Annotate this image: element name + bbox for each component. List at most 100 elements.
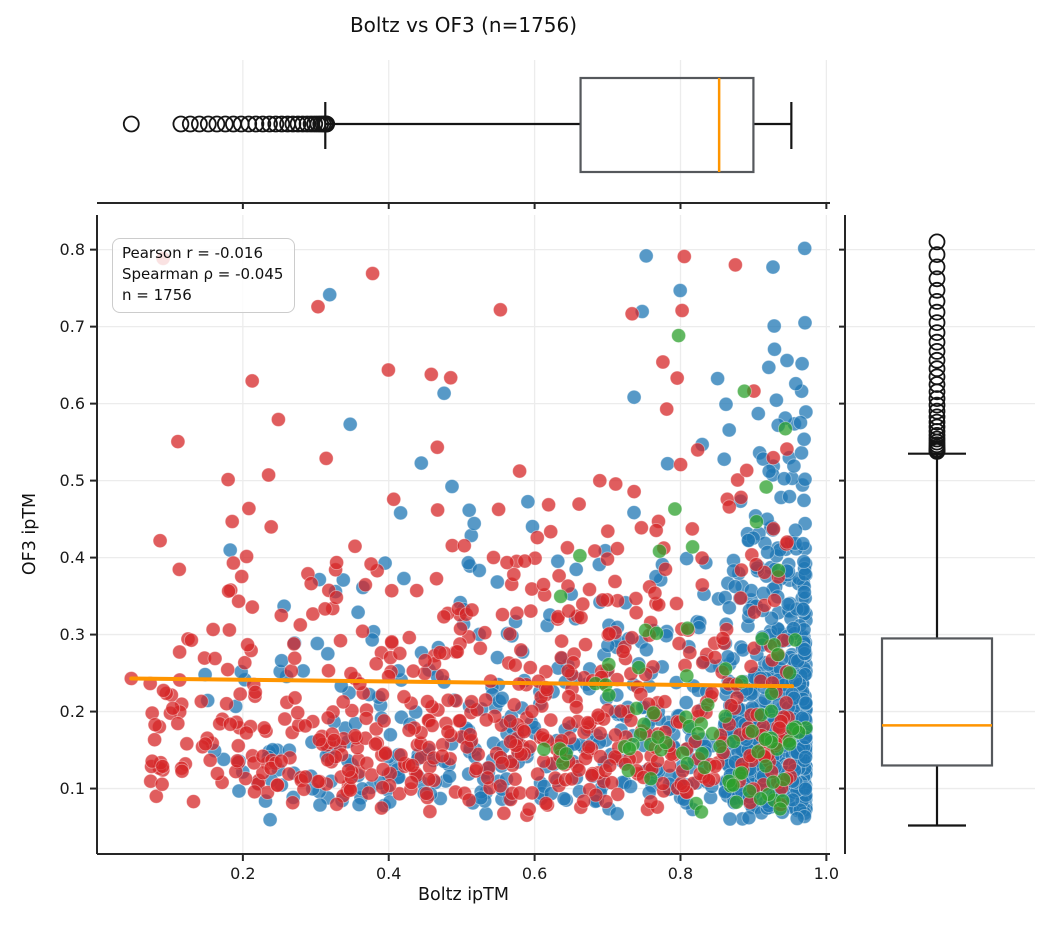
boxplot-x-outlier <box>172 115 190 133</box>
scatter-point <box>436 609 452 625</box>
scatter-point <box>238 725 254 741</box>
scatter-point <box>660 456 676 472</box>
scatter-point <box>386 491 402 507</box>
scatter-point <box>797 240 813 256</box>
scatter-point <box>601 626 617 642</box>
scatter-point <box>429 571 444 587</box>
scatter-point <box>673 457 689 473</box>
scatter-point <box>303 576 319 592</box>
scatter-point <box>626 505 642 521</box>
scatter-point <box>536 741 552 757</box>
scatter-point <box>418 786 434 801</box>
scatter-point <box>720 649 736 665</box>
scatter-point <box>231 783 247 799</box>
scatter-point <box>506 567 522 582</box>
scatter-point <box>554 633 570 649</box>
scatter-point <box>309 636 325 651</box>
scatter-point <box>733 489 749 505</box>
scatter-point <box>620 763 636 778</box>
boxplot-y-box <box>880 637 994 767</box>
scatter-point <box>624 630 640 646</box>
scatter-point <box>744 723 760 739</box>
boxplot-x-outlier <box>289 115 307 133</box>
scatter-point <box>740 532 756 548</box>
scatter-point <box>750 744 766 760</box>
scatter-point <box>679 668 695 684</box>
scatter-point <box>512 785 528 801</box>
scatter-point <box>470 746 486 762</box>
scatter-point <box>489 574 505 590</box>
scatter-point <box>239 549 255 564</box>
scatter-point <box>516 724 532 740</box>
x-axis-label: Boltz ipTM <box>418 885 509 905</box>
scatter-point <box>628 591 644 606</box>
scatter-point <box>572 548 588 564</box>
scatter-point <box>480 770 496 786</box>
scatter-point <box>503 734 518 750</box>
scatter-point <box>320 710 336 726</box>
scatter-point <box>676 249 692 264</box>
scatter-point <box>273 607 289 623</box>
scatter-point <box>262 812 278 828</box>
scatter-point <box>277 711 293 727</box>
scatter-point <box>198 736 213 752</box>
scatter-point <box>633 520 649 536</box>
scatter-point <box>778 695 794 711</box>
scatter-point <box>710 371 726 387</box>
scatter-point <box>318 450 334 466</box>
scatter-point <box>436 385 452 401</box>
scatter-point <box>317 601 333 617</box>
boxplot-y-outlier <box>928 396 946 414</box>
scatter-point <box>655 354 671 370</box>
scatter-point <box>700 697 716 713</box>
scatter-point <box>312 797 328 813</box>
scatter-point <box>376 713 392 729</box>
scatter-point <box>375 761 391 777</box>
scatter-point <box>788 522 803 538</box>
scatter-point <box>715 630 731 646</box>
scatter-point <box>541 497 557 513</box>
scatter-point <box>788 376 804 392</box>
scatter-point <box>261 467 277 483</box>
scatter-point <box>551 568 567 584</box>
scatter-point <box>767 592 782 608</box>
y-tick-label: 0.5 <box>60 471 85 490</box>
scatter-point <box>779 441 795 457</box>
spearman-rho-text: Spearman ρ = -0.045 <box>122 265 284 283</box>
y-tick-label: 0.3 <box>60 625 85 644</box>
scatter-point <box>183 632 199 648</box>
scatter-point <box>430 502 446 518</box>
boxplot-x-outlier <box>273 115 291 133</box>
boxplot-x-outlier <box>224 115 242 133</box>
scatter-point <box>491 501 507 517</box>
scatter-point <box>292 617 308 633</box>
scatter-point <box>726 734 742 750</box>
scatter-point <box>154 776 170 792</box>
scatter-point <box>363 556 379 572</box>
scatter-point <box>631 660 647 676</box>
scatter-point <box>396 689 412 705</box>
scatter-point <box>374 800 389 816</box>
scatter-point <box>765 774 781 790</box>
scatter-point <box>368 656 384 672</box>
scatter-point <box>380 362 396 378</box>
scatter-point <box>478 806 494 822</box>
scatter-point <box>571 762 587 778</box>
scatter-point <box>156 683 171 698</box>
scatter-point <box>550 553 566 569</box>
scatter-point <box>147 732 163 748</box>
boxplot-y-outlier <box>928 292 946 310</box>
scatter-point <box>422 804 438 819</box>
boxplot-x-outlier <box>302 115 320 133</box>
scatter-point <box>232 686 248 702</box>
scatter-point <box>186 794 201 810</box>
scatter-point <box>667 501 683 517</box>
scatter-point <box>669 370 685 386</box>
scatter-point <box>742 783 758 799</box>
scatter-point <box>355 623 371 639</box>
scatter-point <box>607 574 623 589</box>
boxplot-y-outlier <box>928 258 946 276</box>
scatter-point <box>290 705 306 721</box>
scatter-point <box>754 631 770 647</box>
scatter-point <box>464 602 480 618</box>
